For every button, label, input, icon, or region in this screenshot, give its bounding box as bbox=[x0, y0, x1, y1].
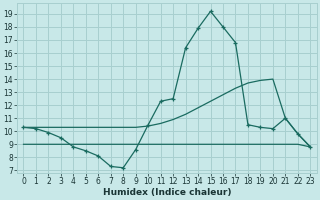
X-axis label: Humidex (Indice chaleur): Humidex (Indice chaleur) bbox=[103, 188, 231, 197]
